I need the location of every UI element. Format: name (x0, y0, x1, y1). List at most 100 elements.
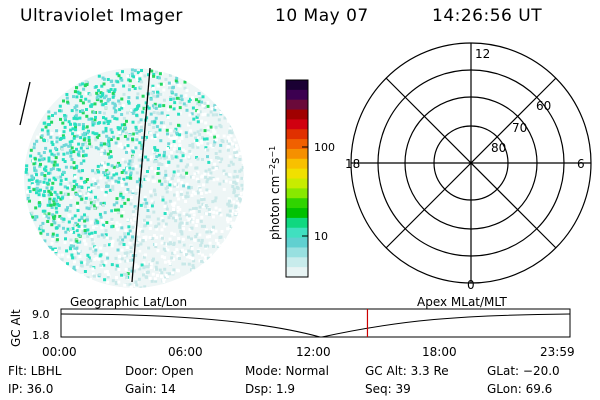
uv-pixel (35, 180, 39, 183)
uv-pixel (93, 257, 97, 261)
uv-pixel (229, 217, 233, 221)
uv-pixel (181, 276, 185, 280)
uv-pixel (60, 196, 64, 200)
uv-pixel (190, 250, 194, 254)
uv-pixel (80, 194, 84, 198)
uv-pixel (206, 177, 210, 181)
uv-pixel (106, 273, 110, 276)
uv-pixel (104, 261, 108, 265)
uv-pixel (121, 129, 125, 133)
uv-pixel (127, 267, 131, 271)
uv-pixel (216, 177, 220, 181)
uv-pixel (231, 142, 235, 146)
uv-pixel (87, 256, 91, 260)
uv-pixel (160, 241, 164, 245)
uv-pixel (182, 184, 186, 188)
uv-pixel (77, 233, 81, 237)
uv-pixel (138, 249, 142, 253)
uv-pixel (227, 164, 231, 168)
uv-pixel (107, 90, 111, 93)
uv-pixel (188, 149, 192, 153)
uv-pixel (51, 167, 55, 171)
uv-pixel (60, 145, 64, 149)
uv-pixel (191, 145, 195, 149)
uv-pixel (96, 164, 100, 168)
uv-pixel (150, 279, 154, 283)
uv-pixel (172, 208, 175, 211)
uv-pixel (149, 194, 153, 198)
uv-pixel (118, 126, 122, 130)
uv-pixel (51, 234, 55, 238)
uv-pixel (167, 86, 171, 90)
uv-pixel (175, 131, 179, 135)
uv-pixel (144, 223, 148, 227)
uv-pixel (197, 238, 201, 242)
uv-pixel (162, 247, 166, 251)
uv-pixel (180, 190, 183, 194)
uv-pixel (172, 174, 175, 178)
uv-pixel (105, 270, 109, 273)
uv-pixel (119, 76, 123, 80)
uv-pixel (119, 142, 123, 146)
uv-pixel (190, 112, 194, 116)
uv-pixel (142, 273, 145, 277)
uv-pixel (61, 253, 64, 257)
uv-pixel (230, 221, 234, 225)
uv-pixel (124, 259, 128, 263)
uv-pixel (123, 135, 127, 138)
uv-pixel (43, 209, 47, 213)
uv-pixel (169, 81, 173, 85)
uv-pixel (123, 123, 127, 127)
uv-pixel (131, 155, 135, 159)
uv-pixel (112, 106, 116, 110)
uv-pixel (69, 151, 73, 155)
uv-pixel (95, 136, 99, 140)
uv-pixel (83, 219, 87, 223)
uv-pixel (128, 241, 132, 245)
colorbar-segment (286, 139, 308, 150)
uv-pixel (190, 193, 194, 197)
uv-pixel (218, 160, 222, 164)
uv-pixel (159, 234, 163, 238)
uv-pixel (164, 273, 168, 277)
uv-pixel (163, 277, 167, 281)
uv-pixel (117, 99, 121, 103)
uv-pixel (59, 175, 63, 179)
uv-pixel (233, 169, 237, 173)
uv-pixel (84, 242, 88, 246)
time-tick-1800: 18:00 (422, 345, 457, 359)
uv-pixel (62, 152, 66, 156)
uv-pixel (156, 111, 160, 115)
uv-pixel (218, 182, 222, 186)
uv-pixel (44, 125, 48, 129)
uv-pixel (164, 201, 168, 205)
uv-pixel (128, 168, 132, 172)
uv-pixel (62, 226, 65, 230)
uv-pixel (113, 116, 117, 120)
uv-pixel (131, 167, 135, 171)
uv-pixel (74, 114, 78, 118)
uv-pixel (134, 146, 138, 150)
uv-pixel (79, 146, 83, 150)
uv-pixel (170, 151, 174, 155)
uv-pixel (102, 82, 106, 86)
uv-pixel (227, 204, 231, 208)
uv-pixel (101, 161, 104, 165)
uv-pixel (78, 189, 82, 193)
uv-pixel (201, 95, 205, 99)
uv-pixel (209, 133, 213, 137)
uv-pixel (86, 234, 90, 238)
uv-pixel (104, 129, 108, 133)
uv-pixel (192, 190, 195, 194)
uv-pixel (204, 204, 208, 207)
uv-pixel (227, 119, 231, 123)
uv-pixel (106, 120, 110, 123)
uv-pixel (92, 200, 96, 203)
uv-pixel (169, 180, 173, 184)
uv-pixel (85, 262, 89, 266)
uv-pixel (234, 204, 238, 208)
uv-pixel (126, 218, 130, 222)
uv-pixel (74, 128, 78, 132)
uv-pixel (238, 152, 242, 155)
uv-pixel (186, 216, 190, 219)
